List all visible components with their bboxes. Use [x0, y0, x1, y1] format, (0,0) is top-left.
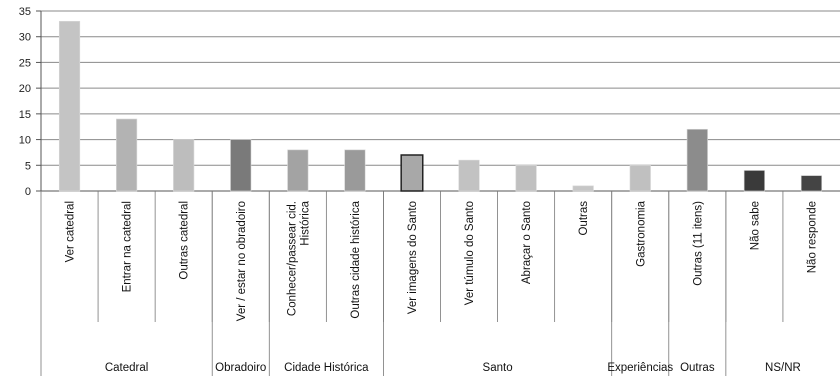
bar — [116, 119, 137, 191]
category-label: Outras — [578, 201, 590, 236]
bar — [59, 21, 80, 191]
group-label: Catedral — [105, 362, 148, 374]
category-label: Não sabe — [749, 201, 761, 250]
bar — [516, 165, 537, 191]
group-label: Cidade Histórica — [284, 362, 369, 374]
y-tick-label: 15 — [19, 109, 31, 121]
category-label: Ver / estar no obradoiro — [236, 201, 248, 321]
category-label: Ver catedral — [65, 201, 77, 262]
bar — [630, 165, 651, 191]
category-label: Não responde — [806, 201, 818, 273]
y-tick-label: 35 — [19, 6, 31, 18]
axes: 0 5 10 15 20 25 30 35 — [19, 6, 840, 198]
bar — [401, 155, 423, 191]
bar — [345, 150, 366, 191]
y-tick-label: 10 — [19, 135, 31, 147]
bar — [173, 140, 194, 191]
y-tick-label: 25 — [19, 57, 31, 69]
y-tick-label: 5 — [25, 160, 31, 172]
bar — [230, 140, 251, 191]
group-label: NS/NR — [765, 362, 801, 374]
category-label: Gastronomia — [635, 200, 647, 266]
group-label: Outras — [680, 362, 715, 374]
group-label: Santo — [483, 362, 513, 374]
bar — [687, 129, 708, 191]
category-label: Conhecer/passear cid.Histórica — [286, 200, 311, 316]
category-label: Outras cidade histórica — [350, 200, 362, 318]
bar — [801, 176, 822, 191]
group-label: Obradoiro — [215, 362, 266, 374]
category-label: Ver imagens do Santo — [407, 201, 419, 314]
category-label: Outras catedral — [179, 201, 191, 280]
gridlines — [41, 11, 840, 165]
category-label: Entrar na catedral — [122, 201, 134, 292]
category-label: Ver túmulo do Santo — [464, 201, 476, 305]
bar — [744, 170, 765, 191]
y-tick-label: 0 — [25, 186, 31, 198]
bar — [459, 160, 480, 191]
category-labels: Ver catedral Entrar na catedral Outras cat… — [65, 191, 819, 322]
y-tick-label: 20 — [19, 83, 31, 95]
category-label: Outras (11 itens) — [692, 201, 704, 286]
y-tick-label: 30 — [19, 32, 31, 44]
group-label: Experiências — [607, 362, 673, 374]
category-label: Abraçar o Santo — [521, 201, 533, 284]
bar — [288, 150, 309, 191]
bar — [573, 186, 594, 191]
